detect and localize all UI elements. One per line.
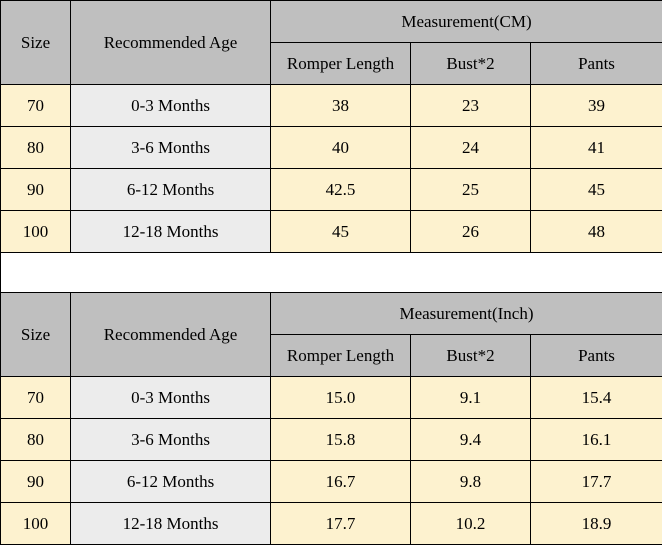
cell-size: 90 [1, 169, 71, 211]
cell-age: 6-12 Months [71, 461, 271, 503]
table-row: 80 3-6 Months 15.8 9.4 16.1 [1, 419, 662, 461]
cell-val: 39 [531, 85, 662, 127]
cell-val: 15.4 [531, 377, 662, 419]
cell-val: 41 [531, 127, 662, 169]
table-row: 90 6-12 Months 42.5 25 45 [1, 169, 662, 211]
cell-val: 16.1 [531, 419, 662, 461]
cell-age: 12-18 Months [71, 503, 271, 545]
cell-val: 9.1 [411, 377, 531, 419]
cell-val: 48 [531, 211, 662, 253]
header-col-romper-cm: Romper Length [271, 43, 411, 85]
cell-val: 40 [271, 127, 411, 169]
header-size-cm: Size [1, 1, 71, 85]
header-age-inch: Recommended Age [71, 293, 271, 377]
table-row: 70 0-3 Months 15.0 9.1 15.4 [1, 377, 662, 419]
cell-size: 90 [1, 461, 71, 503]
cell-val: 16.7 [271, 461, 411, 503]
cell-age: 3-6 Months [71, 127, 271, 169]
cell-size: 100 [1, 503, 71, 545]
cell-val: 9.8 [411, 461, 531, 503]
cell-val: 25 [411, 169, 531, 211]
cell-age: 12-18 Months [71, 211, 271, 253]
cell-val: 17.7 [271, 503, 411, 545]
header-size-inch: Size [1, 293, 71, 377]
cell-val: 38 [271, 85, 411, 127]
cell-age: 0-3 Months [71, 85, 271, 127]
header-col-pants-cm: Pants [531, 43, 662, 85]
cell-val: 18.9 [531, 503, 662, 545]
header-col-pants-inch: Pants [531, 335, 662, 377]
header-col-bust-inch: Bust*2 [411, 335, 531, 377]
cell-size: 100 [1, 211, 71, 253]
header-col-romper-inch: Romper Length [271, 335, 411, 377]
header-col-bust-cm: Bust*2 [411, 43, 531, 85]
table-row: 90 6-12 Months 16.7 9.8 17.7 [1, 461, 662, 503]
cell-val: 17.7 [531, 461, 662, 503]
header-measure-group-cm: Measurement(CM) [271, 1, 662, 43]
cell-val: 26 [411, 211, 531, 253]
header-measure-group-inch: Measurement(Inch) [271, 293, 662, 335]
header-age-cm: Recommended Age [71, 1, 271, 85]
cell-size: 80 [1, 419, 71, 461]
cell-age: 6-12 Months [71, 169, 271, 211]
cell-val: 45 [271, 211, 411, 253]
table-row: 100 12-18 Months 45 26 48 [1, 211, 662, 253]
table-row: 70 0-3 Months 38 23 39 [1, 85, 662, 127]
cell-val: 45 [531, 169, 662, 211]
table-row: 80 3-6 Months 40 24 41 [1, 127, 662, 169]
cell-val: 15.8 [271, 419, 411, 461]
cell-val: 15.0 [271, 377, 411, 419]
cell-val: 10.2 [411, 503, 531, 545]
spacer-row [1, 253, 662, 293]
cell-age: 3-6 Months [71, 419, 271, 461]
size-chart-table: Size Recommended Age Measurement(CM) Rom… [0, 0, 662, 545]
cell-size: 70 [1, 85, 71, 127]
cell-size: 80 [1, 127, 71, 169]
cell-val: 42.5 [271, 169, 411, 211]
table-row: 100 12-18 Months 17.7 10.2 18.9 [1, 503, 662, 545]
cell-size: 70 [1, 377, 71, 419]
cell-age: 0-3 Months [71, 377, 271, 419]
cell-val: 24 [411, 127, 531, 169]
cell-val: 9.4 [411, 419, 531, 461]
size-chart-container: Size Recommended Age Measurement(CM) Rom… [0, 0, 662, 545]
cell-val: 23 [411, 85, 531, 127]
